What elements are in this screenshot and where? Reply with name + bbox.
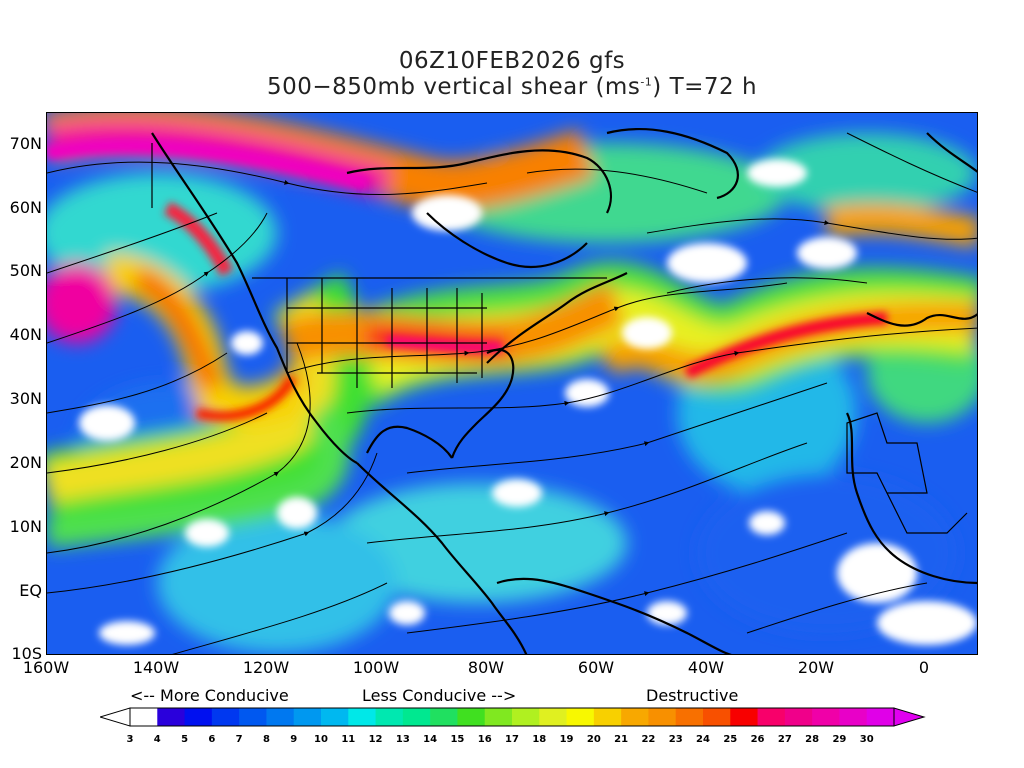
lon-label-80w: 80W (467, 658, 505, 677)
colorbar-tick-label: 18 (532, 734, 547, 745)
colorbar-tick-label: 15 (450, 734, 465, 745)
colorbar-swatch (157, 708, 186, 726)
lat-label-eq: EQ (19, 581, 42, 600)
colorbar-swatch (757, 708, 786, 726)
colorbar-swatch (512, 708, 540, 726)
colorbar-swatch (812, 708, 840, 726)
colorbar-tick-label: 25 (723, 734, 738, 745)
colorbar-tick-label: 22 (641, 734, 656, 745)
colorbar-swatch (184, 708, 213, 726)
destructive-label: Destructive (646, 686, 739, 705)
shear-field (47, 113, 977, 654)
colorbar-tick-label: 14 (423, 734, 438, 745)
lon-label-0: 0 (918, 658, 930, 677)
colorbar-left-arrow (100, 707, 131, 727)
colorbar-swatch (130, 708, 158, 726)
colorbar-swatch (648, 708, 677, 726)
colorbar-tick-label: 12 (368, 734, 383, 745)
colorbar-tick-label: 20 (586, 734, 601, 745)
colorbar-tick-label: 26 (750, 734, 765, 745)
lon-label-20w: 20W (797, 658, 835, 677)
lat-label-30n: 30N (9, 389, 42, 408)
colorbar-swatch (348, 708, 377, 726)
colorbar-tick-label: 29 (832, 734, 847, 745)
colorbar-tick-label: 6 (208, 734, 216, 745)
map-subtitle: 500−850mb vertical shear (ms-1) T=72 h (266, 74, 758, 100)
less-conducive-label: Less Conducive --> (362, 686, 517, 705)
colorbar-swatch (703, 708, 731, 726)
colorbar-swatch (430, 708, 458, 726)
colorbar-tick-label: 9 (290, 734, 298, 745)
colorbar-tick-label: 24 (696, 734, 710, 745)
colorbar-swatch (730, 708, 759, 726)
lat-label-60n: 60N (9, 198, 42, 217)
colorbar-tick-label: 7 (235, 734, 243, 745)
colorbar-tick-label: 11 (341, 734, 356, 745)
colorbar-swatch (784, 708, 813, 726)
colorbar-tick-label: 23 (668, 734, 683, 745)
colorbar-tick-label: 3 (126, 734, 134, 745)
political-borders (151, 143, 968, 534)
lon-label-40w: 40W (687, 658, 725, 677)
lat-label-10n: 10N (9, 517, 42, 536)
streamlines (47, 132, 977, 654)
colorbar-swatch (402, 708, 431, 726)
lat-label-70n: 70N (9, 134, 42, 153)
lat-label-50n: 50N (9, 261, 42, 280)
colorbar-swatch (266, 708, 295, 726)
colorbar-swatch (675, 708, 704, 726)
colorbar-tick-label: 19 (559, 734, 574, 745)
colorbar-swatch (293, 708, 322, 726)
shear-map (46, 112, 978, 655)
colorbar-tick-label: 21 (614, 734, 629, 745)
lon-label-140w: 140W (132, 658, 180, 677)
lon-label-160w: 160W (22, 658, 70, 677)
colorbar-tick-label: 5 (181, 734, 189, 745)
colorbar-right-arrow (893, 707, 926, 727)
colorbar-swatch (457, 708, 486, 726)
colorbar-swatch (375, 708, 404, 726)
lat-label-40n: 40N (9, 325, 42, 344)
colorbar-swatch (239, 708, 267, 726)
colorbar (100, 707, 926, 727)
lon-label-60w: 60W (577, 658, 615, 677)
lon-label-120w: 120W (242, 658, 290, 677)
colorbar-tick-label: 13 (395, 734, 410, 745)
colorbar-tick-label: 17 (505, 734, 519, 745)
colorbar-tick-label: 8 (262, 734, 270, 745)
colorbar-swatch (321, 708, 349, 726)
colorbar-tick-label: 10 (314, 734, 328, 745)
lon-label-100w: 100W (352, 658, 400, 677)
colorbar-tick-label: 4 (153, 734, 161, 745)
colorbar-swatch (566, 708, 595, 726)
colorbar-tick-label: 27 (777, 734, 792, 745)
map-title: 06Z10FEB2026 gfs (398, 48, 626, 74)
colorbar-swatch (839, 708, 868, 726)
colorbar-swatch (621, 708, 649, 726)
colorbar-swatch (484, 708, 513, 726)
lat-label-20n: 20N (9, 453, 42, 472)
colorbar-tick-label: 30 (859, 734, 874, 745)
colorbar-swatch (866, 708, 895, 726)
colorbar-tick-label: 28 (805, 734, 820, 745)
colorbar-swatch (211, 708, 240, 726)
colorbar-swatch (539, 708, 568, 726)
more-conducive-label: <-- More Conducive (130, 686, 289, 705)
colorbar-swatch (593, 708, 622, 726)
colorbar-tick-label: 16 (477, 734, 492, 745)
lat-label-10s: 10S (11, 644, 42, 663)
